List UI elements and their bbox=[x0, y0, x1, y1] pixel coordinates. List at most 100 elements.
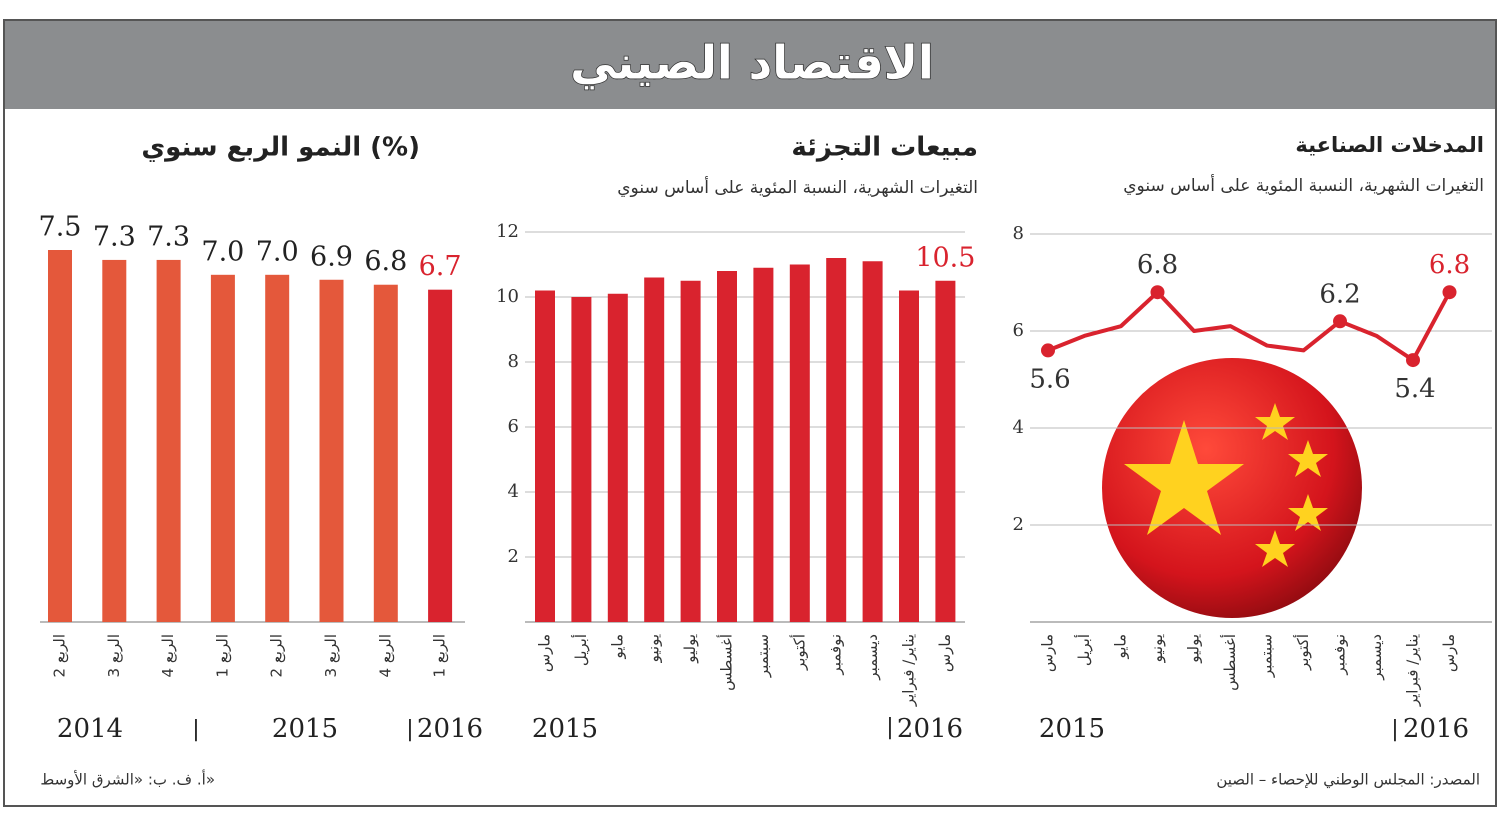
x-tick-label: الربع 3 bbox=[322, 634, 340, 678]
x-tick-label: مايو bbox=[608, 634, 626, 660]
x-tick-label: نوفمبر bbox=[827, 634, 845, 676]
bar bbox=[789, 264, 810, 622]
x-tick-label: مايو bbox=[1112, 634, 1130, 660]
point bbox=[1041, 343, 1055, 358]
x-tick-label: أبريل bbox=[571, 634, 590, 666]
china-flag-ball bbox=[1102, 358, 1362, 618]
value-label: 6.8 bbox=[1429, 250, 1470, 280]
x-tick-label: أغسطس bbox=[717, 634, 736, 691]
bar bbox=[935, 280, 956, 622]
x-tick-label: يناير/ فبراير bbox=[1404, 634, 1422, 707]
chart-subtitle: التغيرات الشهرية، النسبة المئوية على أسا… bbox=[1123, 174, 1484, 196]
x-tick-label: يونيو bbox=[1148, 634, 1166, 663]
value-label: 7.0 bbox=[256, 236, 299, 267]
value-label: 7.0 bbox=[201, 236, 244, 267]
x-tick-label: يوليو bbox=[681, 634, 699, 664]
x-tick-label: سبتمبر bbox=[1258, 634, 1276, 678]
x-tick-label: الربع 4 bbox=[376, 634, 394, 678]
bar bbox=[753, 267, 774, 622]
x-tick-label: نوفمبر bbox=[1331, 634, 1349, 676]
chart-title: النمو الربع سنوي (%) bbox=[141, 133, 420, 163]
bar bbox=[428, 289, 453, 622]
value-label: 7.3 bbox=[147, 221, 190, 252]
y-tick-label: 2 bbox=[508, 546, 519, 567]
line-series bbox=[1047, 290, 1452, 363]
x-tick-label: الربع 2 bbox=[51, 634, 69, 678]
year-separator: | bbox=[192, 717, 199, 742]
bar bbox=[571, 297, 592, 622]
x-tick-label: الربع 2 bbox=[268, 634, 286, 678]
bar bbox=[717, 271, 737, 622]
x-tick-label: مارس bbox=[1039, 634, 1057, 672]
bar bbox=[826, 258, 847, 622]
x-tick-label: أغسطس bbox=[1220, 634, 1239, 691]
bar bbox=[265, 274, 290, 622]
value-label: 6.8 bbox=[1137, 250, 1178, 280]
credit-note: أ. ف. ب: «الشرق الأوسط» bbox=[40, 770, 215, 789]
x-tick-label: الربع 1 bbox=[213, 634, 231, 678]
value-label: 10.5 bbox=[915, 242, 975, 273]
x-tick-label: أكتوبر bbox=[789, 634, 808, 671]
bar bbox=[48, 250, 72, 622]
x-tick-label: أكتوبر bbox=[1293, 634, 1312, 671]
value-label: 7.5 bbox=[39, 212, 82, 243]
y-tick-label: 12 bbox=[496, 221, 519, 242]
y-tick-label: 8 bbox=[1013, 223, 1024, 244]
value-label: 6.7 bbox=[419, 251, 462, 282]
bar bbox=[373, 284, 398, 622]
bar bbox=[644, 277, 665, 622]
chart-title: مبيعات التجزئة bbox=[791, 133, 978, 163]
y-tick-label: 8 bbox=[508, 351, 519, 372]
x-tick-label: ديسمبر bbox=[1367, 634, 1385, 681]
x-tick-label: يونيو bbox=[645, 634, 663, 663]
header-bar bbox=[5, 21, 1495, 109]
bar bbox=[862, 261, 883, 622]
x-tick-label: ديسمبر bbox=[863, 634, 881, 681]
bar bbox=[210, 274, 235, 622]
x-tick-label: يناير/ فبراير bbox=[900, 634, 918, 707]
x-tick-label: مارس bbox=[936, 634, 954, 672]
x-tick-label: يوليو bbox=[1185, 634, 1203, 664]
x-tick-label: الربع 4 bbox=[159, 634, 177, 678]
point bbox=[1150, 285, 1165, 300]
chart-title: المدخلات الصناعية bbox=[1295, 133, 1484, 157]
x-tick-label: الربع 3 bbox=[105, 634, 123, 678]
y-tick-label: 2 bbox=[1013, 514, 1024, 535]
x-tick-label: الربع 1 bbox=[431, 634, 449, 678]
bar bbox=[102, 259, 127, 622]
bar bbox=[156, 259, 181, 622]
y-tick-label: 6 bbox=[508, 416, 519, 437]
value-label: 5.4 bbox=[1394, 374, 1435, 404]
point bbox=[1442, 285, 1457, 300]
y-tick-label: 6 bbox=[1013, 320, 1024, 341]
year-separator: | bbox=[886, 715, 893, 740]
y-tick-label: 10 bbox=[496, 286, 519, 307]
value-label: 6.9 bbox=[310, 241, 353, 272]
y-tick-label: 4 bbox=[1013, 417, 1024, 438]
year-label: 2015 bbox=[532, 714, 598, 744]
bar bbox=[680, 280, 701, 622]
x-tick-label: سبتمبر bbox=[754, 634, 772, 678]
bar bbox=[535, 290, 555, 622]
point bbox=[1406, 353, 1420, 368]
value-label: 6.2 bbox=[1319, 279, 1360, 309]
bar bbox=[899, 290, 919, 622]
bar bbox=[319, 279, 344, 622]
chart-subtitle: التغيرات الشهرية، النسبة المئوية على أسا… bbox=[617, 176, 978, 198]
year-label: 2015 bbox=[272, 714, 338, 744]
year-separator: | bbox=[1391, 717, 1398, 742]
y-tick-label: 4 bbox=[508, 481, 519, 502]
x-tick-label: مارس bbox=[536, 634, 554, 672]
year-label: 2016 bbox=[1403, 714, 1469, 744]
x-tick-label: مارس bbox=[1440, 634, 1458, 672]
point bbox=[1333, 314, 1347, 329]
year-label: 2015 bbox=[1039, 714, 1105, 744]
year-separator: | bbox=[406, 717, 413, 742]
value-label: 7.3 bbox=[93, 221, 136, 252]
value-label: 5.6 bbox=[1029, 364, 1070, 394]
year-label: 2014 bbox=[57, 714, 123, 744]
year-label: 2016 bbox=[417, 714, 483, 744]
x-tick-label: أبريل bbox=[1074, 634, 1093, 666]
